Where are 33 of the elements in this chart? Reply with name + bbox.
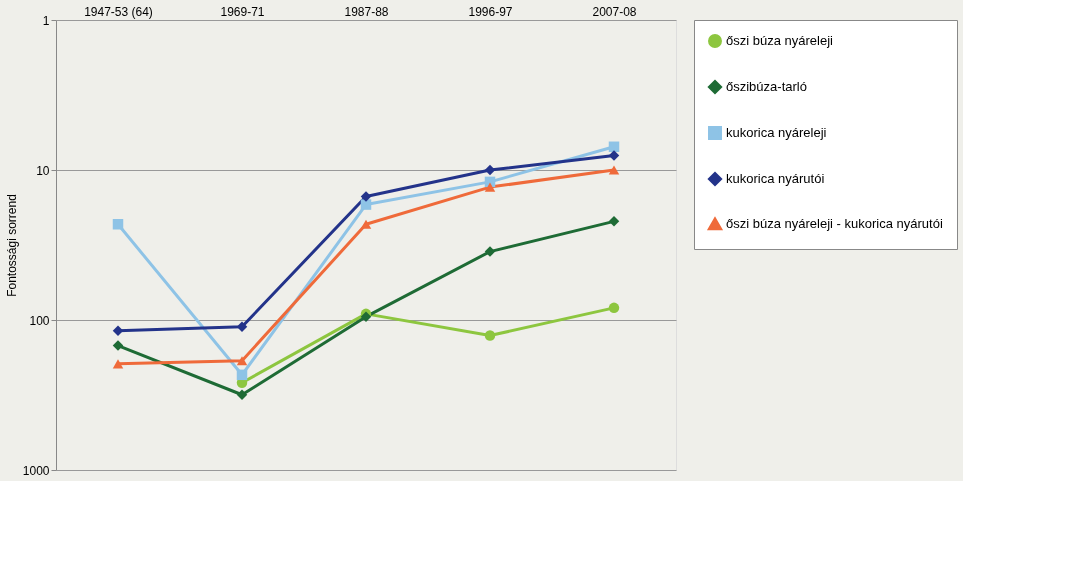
y-tick-label: 100: [29, 313, 50, 328]
y-tick-label: 1: [42, 13, 50, 28]
legend-label: őszi búza nyáreleji - kukorica nyárutói: [726, 216, 943, 231]
point: [236, 389, 248, 400]
y-tick-label: 10: [36, 163, 50, 178]
x-tick-label: 2007-08: [592, 4, 637, 19]
point: [608, 165, 620, 175]
x-tick-label: 1947-53 (64): [84, 4, 153, 19]
point: [360, 191, 372, 202]
point: [484, 182, 496, 192]
x-tick-label: 1969-71: [220, 4, 265, 19]
point: [484, 246, 496, 257]
legend-label: kukorica nyárutói: [726, 171, 825, 186]
point: [360, 219, 372, 229]
legend-label: kukorica nyáreleji: [726, 125, 827, 140]
point: [608, 302, 620, 314]
point: [608, 150, 620, 161]
point: [484, 330, 496, 341]
point: [608, 216, 620, 227]
point: [112, 359, 124, 369]
point: [360, 199, 372, 210]
legend-label: őszibúza-tarló: [726, 79, 807, 94]
y-tick-label: 1000: [22, 463, 50, 478]
point: [112, 340, 124, 351]
point: [236, 369, 248, 381]
y-axis-title: Fontossági sorrend: [4, 194, 19, 297]
legend-label: őszi búza nyáreleji: [726, 33, 834, 48]
x-tick-label: 1987-88: [344, 4, 389, 19]
point: [236, 321, 248, 333]
point: [236, 356, 248, 366]
point: [484, 164, 496, 176]
point: [112, 219, 124, 230]
x-tick-label: 1996-97: [468, 4, 513, 19]
